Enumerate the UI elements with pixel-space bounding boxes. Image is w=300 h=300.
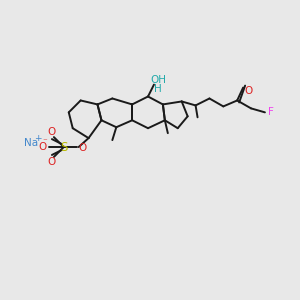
Text: +: + xyxy=(34,134,42,142)
Text: Na: Na xyxy=(24,138,38,148)
Text: O: O xyxy=(38,142,46,152)
Text: O: O xyxy=(244,85,252,96)
Text: OH: OH xyxy=(150,75,166,85)
Text: F: F xyxy=(268,107,274,117)
Text: H: H xyxy=(154,84,162,94)
Text: O: O xyxy=(48,157,56,167)
Text: O: O xyxy=(48,127,56,137)
Text: O: O xyxy=(79,143,87,153)
Text: ⁻: ⁻ xyxy=(43,138,47,147)
Text: S: S xyxy=(60,140,68,154)
